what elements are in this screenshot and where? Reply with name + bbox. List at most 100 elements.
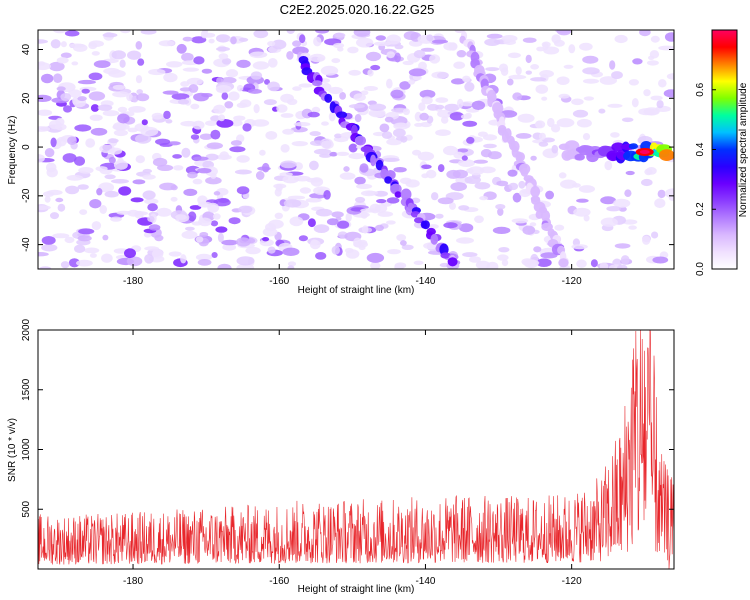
- speckle-blob: [399, 81, 411, 90]
- speckle-blob: [93, 60, 111, 68]
- speckle-blob: [541, 41, 551, 48]
- speckle-blob: [41, 73, 54, 84]
- speckle-blob: [279, 172, 293, 177]
- speckle-blob: [176, 43, 187, 54]
- speckle-blob: [127, 127, 138, 133]
- speckle-blob: [38, 252, 49, 257]
- speckle-blob: [348, 104, 365, 109]
- speckle-blob: [147, 216, 155, 222]
- speckle-blob: [443, 222, 458, 229]
- speckle-blob: [632, 58, 643, 65]
- speckle-blob: [319, 153, 332, 158]
- speckle-blob: [253, 30, 269, 39]
- speckle-blob: [402, 60, 414, 66]
- speckle-blob: [464, 82, 475, 92]
- speckle-blob: [426, 34, 434, 42]
- spectrogram-y-ticks: -40 -20 0 20 40: [21, 44, 674, 252]
- speckle-blob: [480, 149, 492, 158]
- speckle-blob: [239, 99, 252, 108]
- speckle-blob: [252, 119, 270, 127]
- speckle-blob: [551, 34, 561, 44]
- speckle-blob: [41, 244, 58, 252]
- x-tick-label: -140: [415, 576, 435, 587]
- speckle-blob: [418, 61, 427, 71]
- speckle-blob: [274, 188, 282, 197]
- colorbar-tick-label: 0.2: [695, 202, 706, 216]
- speckle-blob: [245, 246, 261, 255]
- speckle-blob: [583, 78, 599, 84]
- speckle-blob: [393, 122, 409, 130]
- colorbar-tick-label: 0.4: [695, 142, 706, 156]
- speckle-blob: [620, 255, 630, 265]
- speckle-blob: [268, 58, 278, 68]
- speckle-blob: [576, 198, 589, 203]
- speckle-blob: [216, 119, 234, 128]
- band-1-blob: [370, 154, 377, 167]
- speckle-blob: [111, 50, 127, 60]
- speckle-blob: [358, 239, 368, 246]
- speckle-blob: [219, 151, 229, 160]
- speckle-blob: [456, 148, 469, 153]
- speckle-blob: [306, 177, 322, 183]
- speckle-blob: [210, 220, 219, 227]
- speckle-blob: [253, 104, 260, 114]
- speckle-blob: [431, 71, 450, 79]
- speckle-blob: [236, 84, 244, 92]
- speckle-blob: [54, 123, 67, 131]
- speckle-blob: [298, 83, 313, 88]
- speckle-blob: [354, 176, 366, 185]
- speckle-blob: [486, 33, 503, 39]
- speckle-blob: [643, 107, 660, 116]
- speckle-blob: [579, 42, 593, 51]
- speckle-blob: [144, 198, 159, 205]
- speckle-blob: [88, 91, 106, 101]
- speckle-blob: [408, 68, 427, 77]
- speckle-blob: [658, 79, 667, 88]
- speckle-blob: [321, 121, 329, 126]
- speckle-blob: [386, 51, 395, 59]
- speckle-blob: [354, 114, 362, 123]
- speckle-blob: [91, 221, 102, 231]
- speckle-blob: [501, 35, 518, 42]
- speckle-blob: [421, 164, 432, 170]
- speckle-blob: [96, 188, 103, 196]
- speckle-blob: [551, 124, 561, 133]
- speckle-blob: [334, 32, 346, 38]
- speckle-blob: [39, 266, 52, 269]
- speckle-blob: [498, 63, 509, 73]
- speckle-blob: [143, 232, 152, 238]
- speckle-blob: [197, 168, 212, 174]
- speckle-blob: [163, 72, 178, 83]
- speckle-blob: [207, 202, 220, 213]
- speckle-blob: [168, 251, 182, 257]
- speckle-blob: [483, 143, 497, 149]
- speckle-blob: [97, 104, 113, 111]
- speckle-blob: [437, 164, 445, 173]
- speckle-blob: [507, 52, 521, 59]
- speckle-blob: [191, 36, 207, 44]
- speckle-blob: [458, 223, 474, 233]
- speckle-blob: [429, 54, 441, 64]
- speckle-blob: [525, 70, 532, 75]
- speckle-blob: [213, 104, 226, 114]
- speckle-blob: [400, 240, 407, 246]
- speckle-blob: [466, 136, 475, 144]
- speckle-blob: [151, 112, 164, 120]
- speckle-blob: [443, 145, 458, 156]
- band-2-blob: [520, 167, 529, 177]
- speckle-blob: [195, 236, 204, 243]
- speckle-blob: [78, 167, 94, 174]
- speckle-blob: [38, 205, 51, 210]
- speckle-blob: [334, 133, 342, 139]
- speckle-blob: [396, 234, 407, 242]
- speckle-blob: [529, 222, 537, 227]
- speckle-blob: [451, 78, 465, 85]
- speckle-blob: [464, 112, 472, 119]
- speckle-blob: [590, 259, 598, 268]
- speckle-blob: [206, 142, 223, 149]
- speckle-blob: [511, 218, 529, 224]
- speckle-blob: [126, 256, 143, 267]
- speckle-blob: [379, 123, 390, 133]
- speckle-blob: [274, 212, 283, 219]
